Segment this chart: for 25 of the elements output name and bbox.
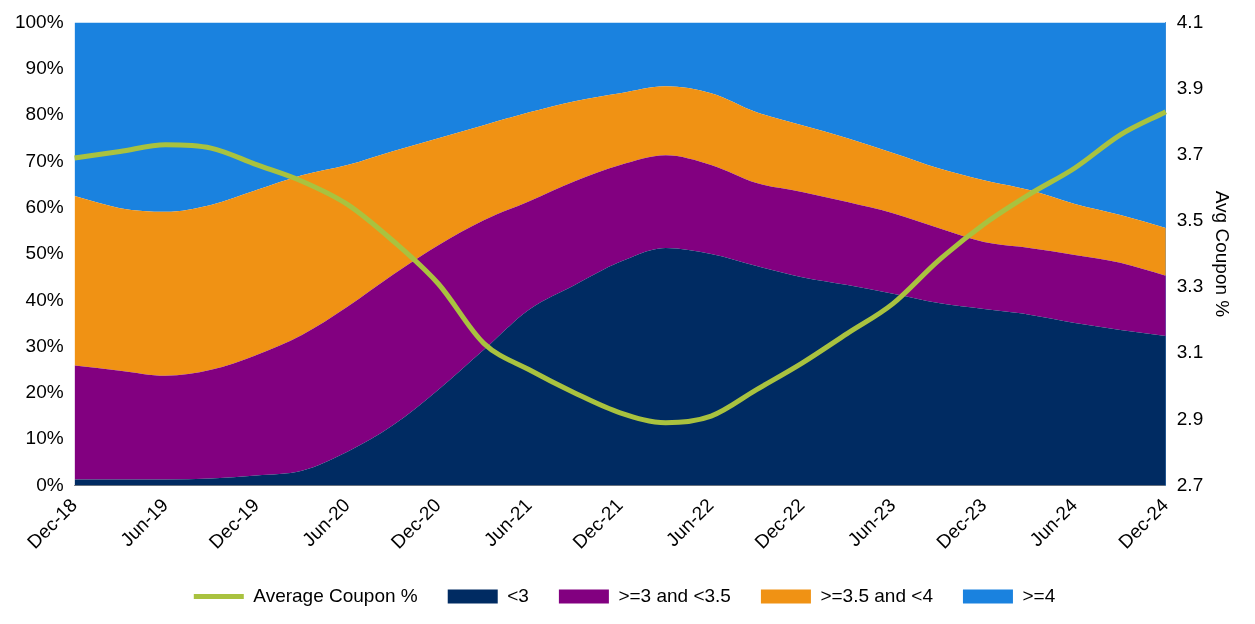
y-tick-label: 10%: [25, 427, 64, 449]
legend-label: >=4: [1022, 584, 1056, 606]
y-tick-label: 70%: [25, 149, 64, 171]
y-tick-label: 20%: [25, 381, 64, 403]
y2-tick-label: 2.7: [1176, 473, 1204, 495]
legend-label: Average Coupon %: [253, 584, 418, 606]
y-tick-label: 90%: [25, 56, 64, 78]
y2-tick-label: 3.5: [1176, 209, 1204, 231]
y2-tick-label: 3.3: [1176, 275, 1204, 297]
y2-axis-title: Avg Coupon %: [1212, 190, 1234, 318]
y2-tick-label: 3.9: [1176, 76, 1204, 98]
y2-tick-label: 4.1: [1176, 10, 1204, 32]
y2-tick-label: 3.1: [1176, 341, 1204, 363]
y-tick-label: 0%: [36, 473, 64, 495]
legend-label: >=3 and <3.5: [618, 584, 731, 606]
y-tick-label: 100%: [14, 10, 64, 32]
y-tick-label: 50%: [25, 242, 64, 264]
y-tick-label: 30%: [25, 334, 64, 356]
y-tick-label: 80%: [25, 103, 64, 125]
y-tick-label: 60%: [25, 195, 64, 217]
y2-tick-label: 3.7: [1176, 142, 1204, 164]
legend-label: <3: [507, 584, 529, 606]
y-tick-label: 40%: [25, 288, 64, 310]
y2-tick-label: 2.9: [1176, 407, 1204, 429]
legend-label: >=3.5 and <4: [820, 584, 934, 606]
